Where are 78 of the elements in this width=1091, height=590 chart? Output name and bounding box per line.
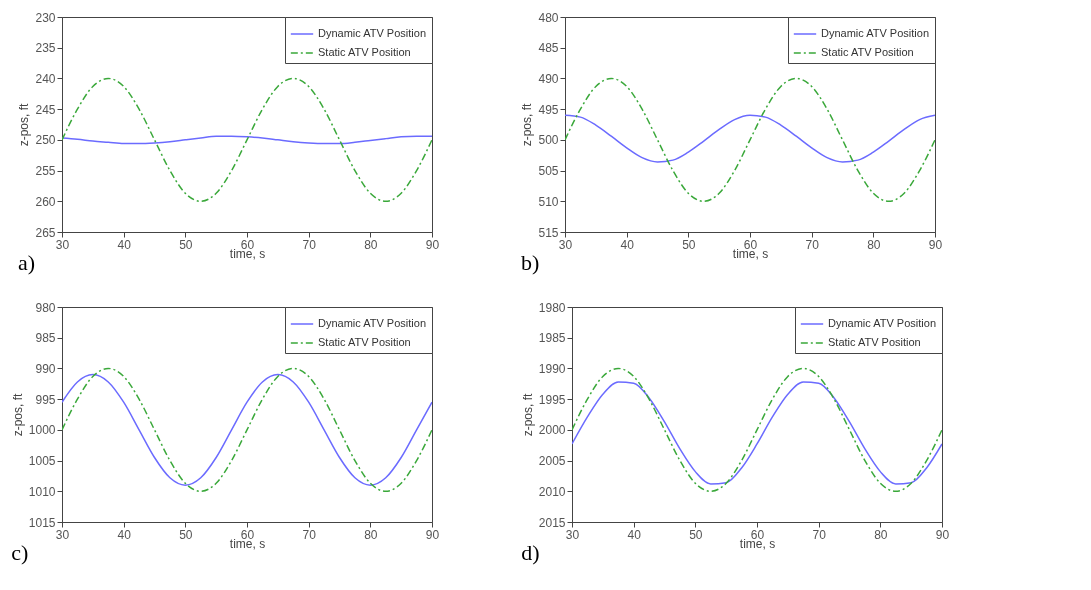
x-tick-label: 80: [874, 527, 888, 542]
y-axis-title: z-pos, ft: [520, 393, 535, 437]
y-tick-label: 255: [35, 164, 56, 179]
x-tick-label: 50: [179, 527, 193, 542]
text: b): [520, 250, 540, 275]
y-axis-title: z-pos, ft: [17, 103, 32, 147]
x-tick-label: 80: [364, 237, 378, 252]
x-tick-label: 40: [620, 237, 635, 252]
line-series: [62, 77, 432, 203]
x-tick-label: 40: [117, 237, 132, 252]
y-tick-label: 265: [35, 225, 56, 240]
x-tick-label: 80: [867, 237, 881, 252]
legend-label: Static ATV Position: [318, 336, 411, 348]
x-tick-label: 50: [689, 527, 703, 542]
y-tick-label: 235: [35, 41, 56, 56]
legend-label: Static ATV Position: [318, 46, 411, 58]
y-tick-label: 985: [35, 331, 56, 346]
legend-label: Dynamic ATV Position: [318, 317, 427, 329]
y-tick-label: 230: [35, 10, 56, 25]
y-tick-label: 2010: [538, 484, 566, 499]
x-tick-label: 90: [425, 237, 440, 252]
x-tick-label: 70: [302, 527, 317, 542]
x-tick-label: 80: [364, 527, 378, 542]
x-tick-label: 70: [805, 237, 820, 252]
y-tick-label: 495: [538, 102, 559, 117]
y-tick-label: 995: [35, 392, 56, 407]
x-tick-label: 70: [812, 527, 827, 542]
y-tick-label: 1015: [28, 515, 56, 530]
y-tick-label: 2000: [538, 423, 566, 438]
x-tick-label: 90: [935, 527, 950, 542]
y-tick-label: 240: [35, 71, 56, 86]
x-tick-label: 70: [302, 237, 317, 252]
y-tick-label: 515: [538, 225, 559, 240]
line-series: [565, 77, 935, 203]
y-tick-label: 505: [538, 164, 559, 179]
legend-label: Dynamic ATV Position: [318, 27, 427, 39]
y-tick-label: 245: [35, 102, 56, 117]
y-tick-label: 1980: [538, 300, 566, 315]
legend-label: Dynamic ATV Position: [828, 317, 937, 329]
y-tick-label: 1010: [28, 484, 56, 499]
x-tick-label: 90: [928, 237, 943, 252]
y-tick-label: 500: [538, 133, 559, 148]
x-tick-label: 30: [558, 237, 573, 252]
y-axis-title: z-pos, ft: [520, 103, 535, 147]
legend-label: Static ATV Position: [828, 336, 921, 348]
line-series: [565, 114, 935, 163]
y-axis-title: z-pos, ft: [10, 393, 25, 437]
y-tick-label: 1000: [28, 423, 56, 438]
legend-label: Static ATV Position: [821, 46, 914, 58]
line-series: [572, 381, 942, 485]
y-tick-label: 990: [35, 361, 56, 376]
y-tick-label: 485: [538, 41, 559, 56]
y-tick-label: 260: [35, 194, 56, 209]
y-tick-label: 2015: [538, 515, 566, 530]
text: d): [521, 540, 540, 565]
y-tick-label: 2005: [538, 454, 566, 469]
y-tick-label: 250: [35, 133, 56, 148]
text: a): [17, 250, 36, 275]
x-tick-label: 30: [565, 527, 580, 542]
x-tick-label: 50: [179, 237, 193, 252]
x-tick-label: 40: [117, 527, 132, 542]
y-tick-label: 480: [538, 10, 559, 25]
y-tick-label: 1985: [538, 331, 566, 346]
y-tick-label: 1005: [28, 454, 56, 469]
line-series: [572, 367, 942, 493]
x-tick-label: 90: [425, 527, 440, 542]
x-tick-label: 30: [55, 527, 70, 542]
x-tick-label: 30: [55, 237, 70, 252]
y-tick-label: 1995: [538, 392, 566, 407]
y-tick-label: 980: [35, 300, 56, 315]
text: c): [11, 540, 29, 565]
y-tick-label: 490: [538, 71, 559, 86]
y-tick-label: 510: [538, 194, 559, 209]
x-tick-label: 50: [682, 237, 696, 252]
line-series: [62, 135, 432, 145]
legend-label: Dynamic ATV Position: [821, 27, 930, 39]
y-tick-label: 1990: [538, 361, 566, 376]
x-tick-label: 40: [627, 527, 642, 542]
